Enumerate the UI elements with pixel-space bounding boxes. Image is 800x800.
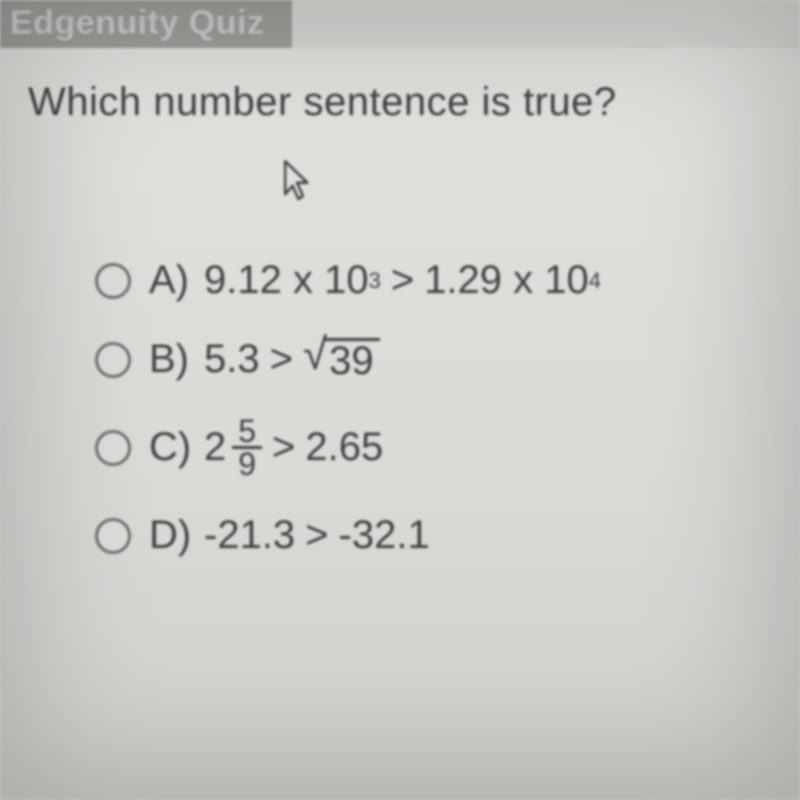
mixed-number: 2 5 9: [204, 416, 262, 479]
radio-a[interactable]: [95, 263, 131, 299]
radio-d[interactable]: [95, 518, 131, 554]
right-value: -32.1: [339, 513, 430, 558]
sci-right: 1.29 x 10: [424, 258, 589, 303]
radio-b[interactable]: [95, 342, 131, 378]
compare-op: >: [272, 425, 295, 470]
option-letter: D): [149, 513, 204, 558]
question-panel: Which number sentence is true? A) 9.12 x…: [0, 48, 800, 800]
option-letter: A): [149, 258, 204, 303]
option-d-expression: -21.3 > -32.1: [204, 513, 430, 558]
option-a[interactable]: A) 9.12 x 103 > 1.29 x 104: [95, 258, 601, 303]
sqrt-expr: √ 39: [303, 338, 380, 381]
fraction: 5 9: [232, 416, 262, 479]
option-d[interactable]: D) -21.3 > -32.1: [95, 513, 601, 558]
option-a-expression: 9.12 x 103 > 1.29 x 104: [204, 258, 601, 303]
question-text: Which number sentence is true?: [28, 80, 617, 125]
right-value: 2.65: [305, 425, 383, 470]
compare-op: >: [391, 258, 414, 303]
quiz-tab: Edgenuity Quiz: [0, 0, 292, 50]
left-value: -21.3: [204, 513, 295, 558]
option-letter: C): [149, 425, 204, 470]
compare-op: >: [305, 513, 328, 558]
option-b[interactable]: B) 5.3 > √ 39: [95, 337, 601, 382]
option-letter: B): [149, 337, 204, 382]
mixed-whole: 2: [204, 425, 226, 470]
options-list: A) 9.12 x 103 > 1.29 x 104 B) 5.3 > √ 39: [95, 258, 601, 592]
fraction-denominator: 9: [232, 446, 262, 479]
compare-op: >: [270, 337, 293, 382]
screenshot-frame: Edgenuity Quiz Which number sentence is …: [0, 0, 800, 800]
cursor-icon: [282, 158, 313, 214]
radio-c[interactable]: [95, 430, 131, 466]
radicand: 39: [325, 338, 380, 381]
option-c-expression: 2 5 9 > 2.65: [204, 416, 383, 479]
option-b-expression: 5.3 > √ 39: [204, 337, 380, 382]
fraction-numerator: 5: [232, 416, 262, 446]
left-value: 5.3: [204, 337, 260, 382]
radical-icon: √: [303, 338, 327, 372]
option-c[interactable]: C) 2 5 9 > 2.65: [95, 416, 601, 479]
sci-left: 9.12 x 10: [204, 258, 369, 303]
